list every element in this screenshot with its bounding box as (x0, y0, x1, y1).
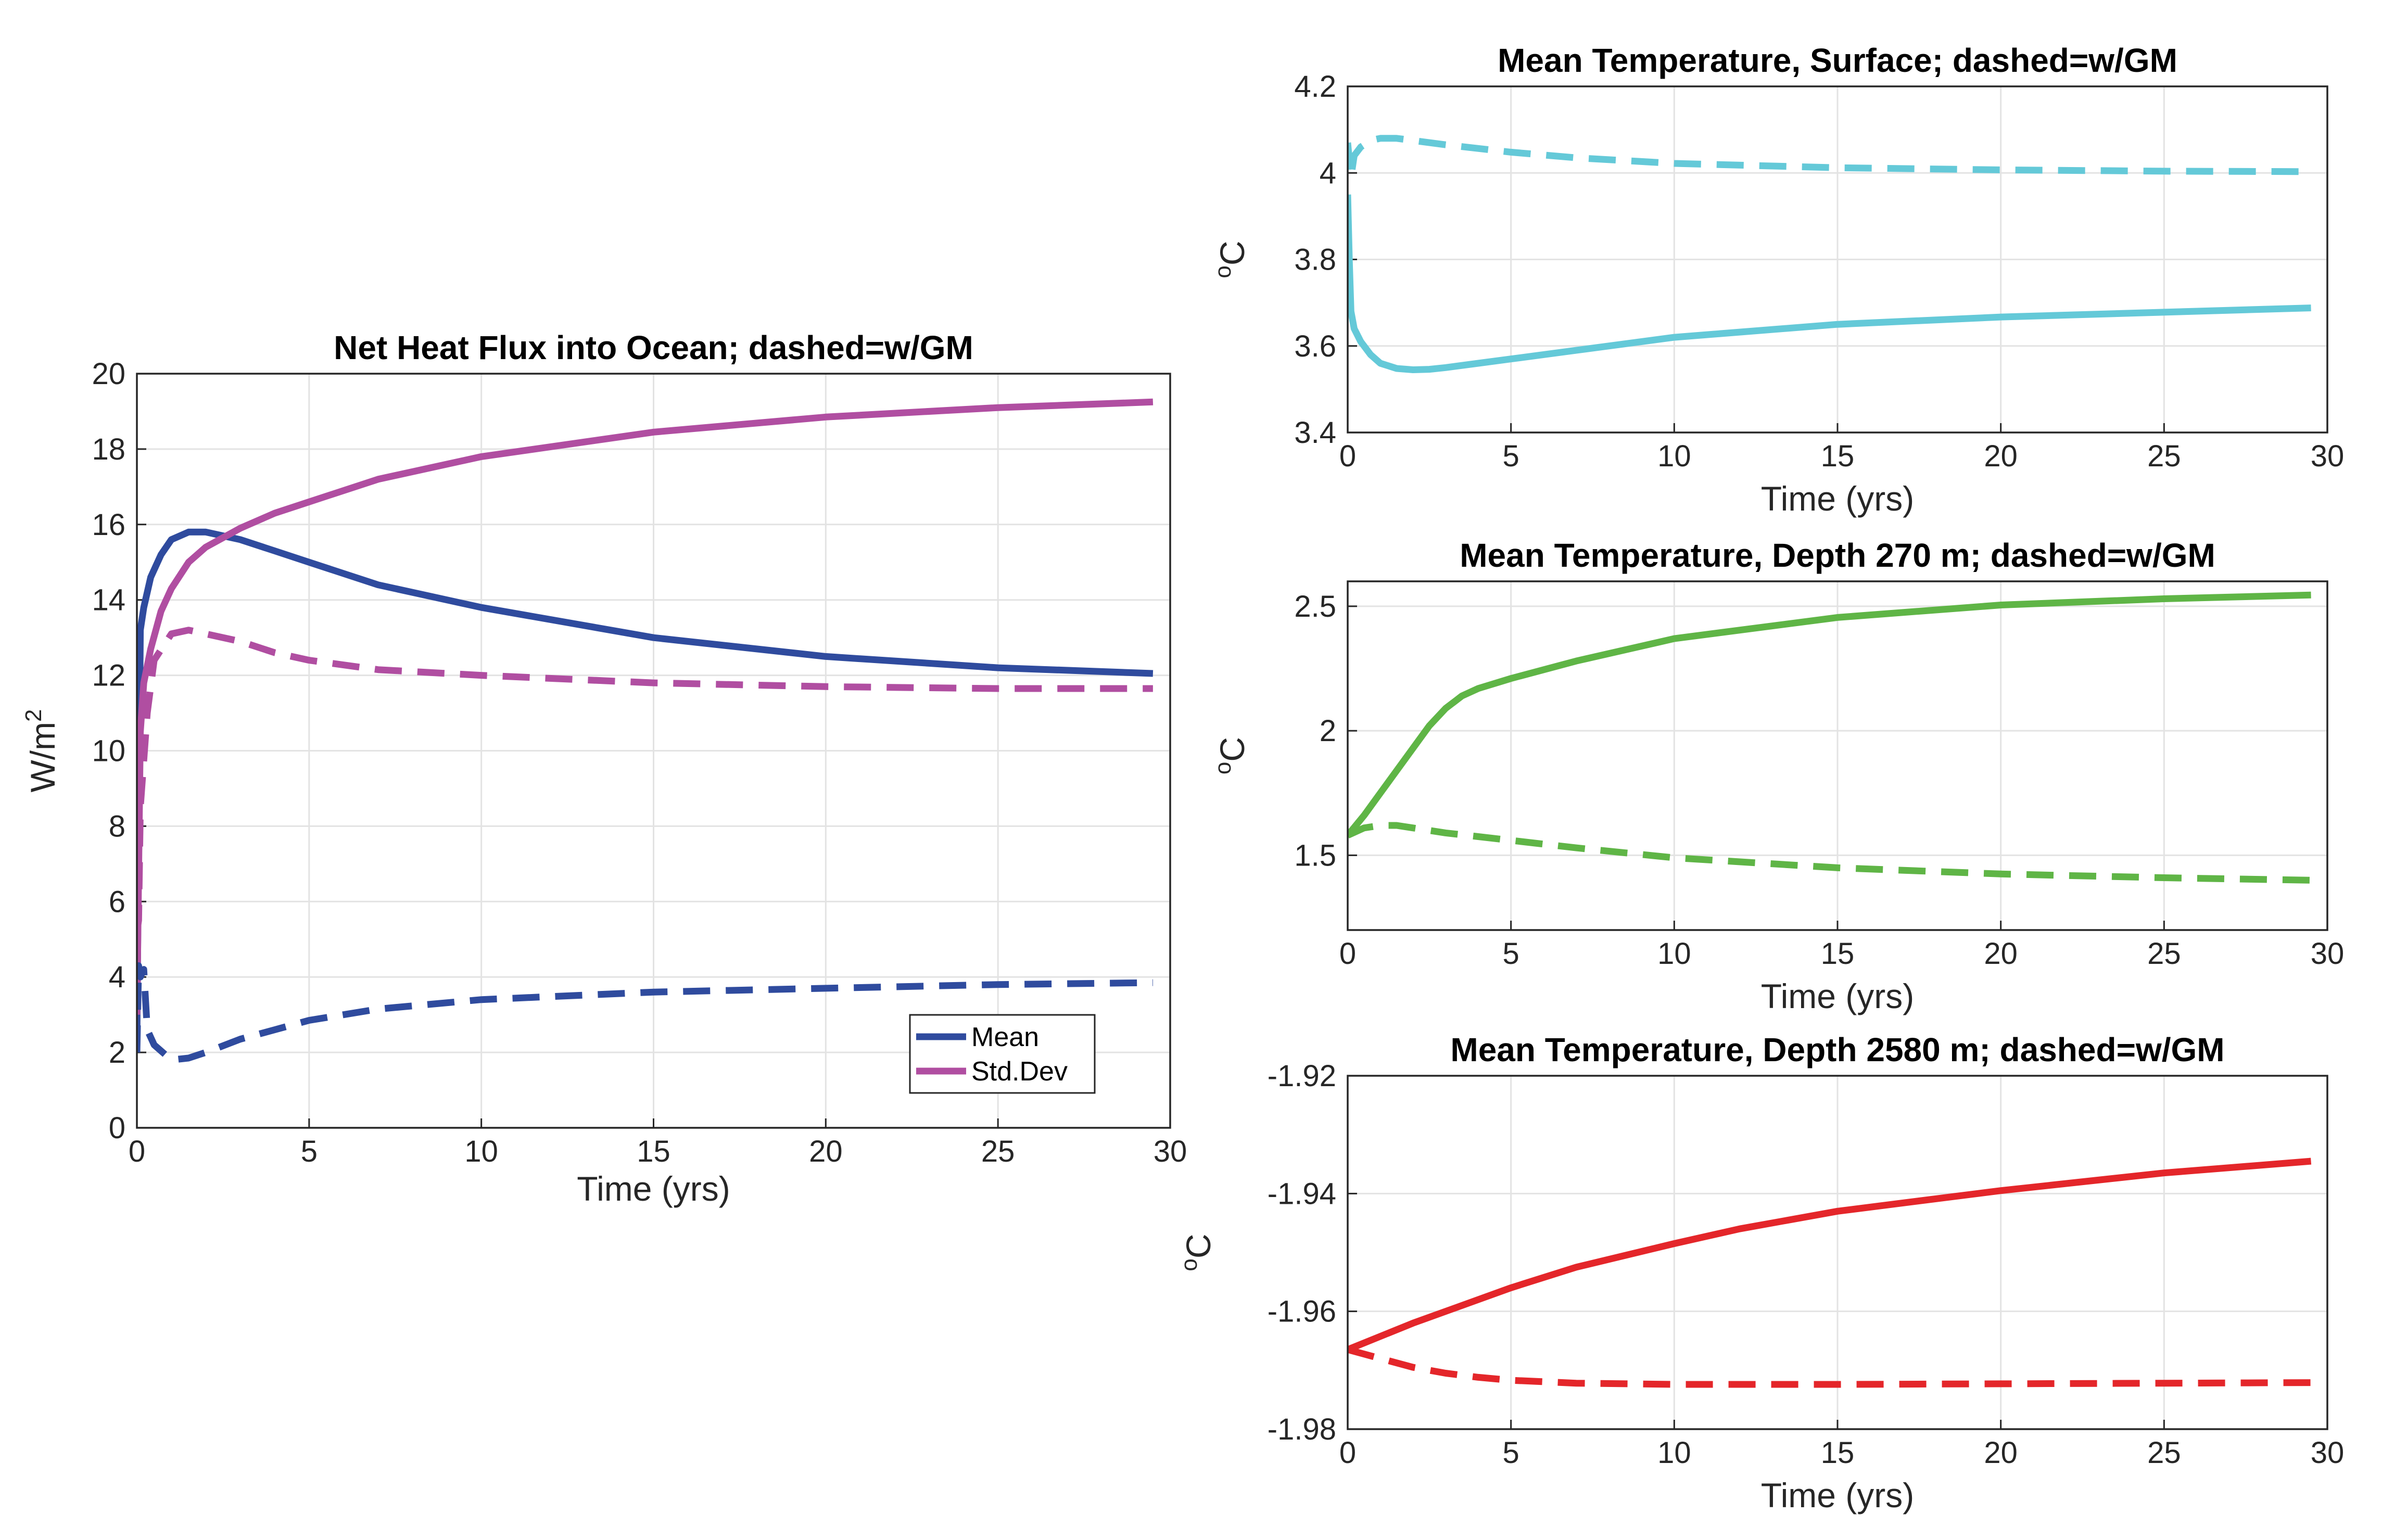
x-tick-label: 10 (1657, 439, 1691, 473)
chart-3: 0 5 10 15 20 25 30 1.5 2 2.5 Mean Temperature, Dep… (1210, 537, 2344, 1015)
series-dashed-line (1348, 822, 2311, 884)
x-tick-label: 30 (2311, 1436, 2345, 1470)
plot-frame (1347, 1075, 2328, 1430)
y-tick-label: -1.96 (1268, 1295, 1336, 1329)
y-tick-label: -1.94 (1268, 1177, 1336, 1211)
x-tick-label: 15 (1821, 1436, 1855, 1470)
x-tick-label: 0 (1339, 439, 1356, 473)
legend-box (909, 1014, 1096, 1094)
x-tick-label: 10 (464, 1135, 498, 1168)
x-tick-label: 0 (129, 1135, 145, 1168)
y-tick-label: 14 (92, 583, 125, 617)
y-axis-label: oC (1176, 1233, 1218, 1271)
mean-line (137, 528, 1154, 1041)
x-tick-label: 30 (2311, 439, 2345, 473)
y-tick-label: 4.2 (1294, 70, 1336, 104)
y-tick-label: -1.98 (1268, 1412, 1336, 1446)
y-tick-label: 4 (1320, 156, 1336, 190)
series-dashed-line (1348, 135, 2311, 181)
series-line (1348, 591, 2311, 838)
y-tick-label: 12 (92, 659, 125, 693)
chart-title: Mean Temperature, Depth 2580 m; dashed=w… (1450, 1031, 2224, 1068)
y-axis-label: oC (1210, 240, 1251, 278)
legend-label: Std.Dev (971, 1057, 1068, 1087)
x-tick-label: 15 (1821, 937, 1855, 971)
x-tick-label: 20 (1984, 1436, 2018, 1470)
x-tick-label: 20 (809, 1135, 843, 1168)
y-tick-label: 8 (109, 809, 125, 843)
y-tick-label: -1.92 (1268, 1059, 1336, 1093)
series-line (1348, 1157, 2312, 1353)
chart-1: 0 5 10 15 20 25 30 0 2 4 6 8 10 12 14 16 18 20 Net Heat Fl… (21, 329, 1187, 1208)
y-axis-label: oC (1210, 737, 1251, 774)
y-tick-label: 20 (92, 357, 125, 391)
chart-title: Mean Temperature, Surface; dashed=w/GM (1498, 42, 2177, 79)
y-tick-label: 0 (109, 1111, 125, 1145)
chart-title: Net Heat Flux into Ocean; dashed=w/GM (334, 329, 973, 366)
plot-frame (1347, 580, 2328, 931)
x-tick-label: 0 (1339, 937, 1356, 971)
series-dashed-line (137, 627, 1153, 933)
chart-4: 0 5 10 15 20 25 30 -1.98 -1.96 -1.94 -1.92 Mean Tem… (1176, 1031, 2344, 1514)
x-axis-label: Time (yrs) (577, 1169, 730, 1208)
y-tick-label: 3.8 (1294, 243, 1336, 277)
x-tick-label: 15 (1821, 439, 1855, 473)
x-tick-label: 15 (637, 1135, 670, 1168)
x-tick-label: 25 (2147, 1436, 2181, 1470)
x-tick-label: 20 (1984, 937, 2018, 971)
x-tick-label: 10 (1657, 937, 1691, 971)
y-tick-label: 2 (109, 1036, 125, 1070)
y-tick-label: 3.6 (1294, 329, 1336, 363)
x-tick-label: 5 (301, 1135, 318, 1168)
series-dashed-line (137, 962, 1153, 1064)
std-dev-line (137, 398, 1154, 1015)
y-tick-label: 3.4 (1294, 416, 1336, 450)
x-tick-label: 30 (2311, 937, 2345, 971)
x-tick-label: 25 (981, 1135, 1015, 1168)
x-tick-label: 25 (2147, 937, 2181, 971)
x-tick-label: 0 (1339, 1436, 1356, 1470)
x-tick-label: 5 (1503, 937, 1519, 971)
legend-label: Mean (971, 1022, 1039, 1052)
y-axis-label: W/m2 (21, 709, 62, 792)
x-tick-label: 30 (1154, 1135, 1187, 1168)
x-axis-label: Time (yrs) (1761, 1476, 1915, 1514)
plot-frame (1347, 85, 2328, 434)
x-tick-label: 5 (1503, 439, 1519, 473)
legend: Mean Std.Dev (909, 1014, 1096, 1094)
y-tick-label: 18 (92, 432, 125, 466)
x-tick-label: 20 (1984, 439, 2018, 473)
y-tick-label: 2.5 (1294, 590, 1336, 623)
y-tick-label: 1.5 (1294, 838, 1336, 872)
chart-2: 0 5 10 15 20 25 30 3.4 3.6 3.8 4 4.2 Mean Temperatur… (1210, 42, 2344, 518)
y-tick-label: 10 (92, 734, 125, 768)
y-tick-label: 2 (1320, 714, 1336, 748)
y-tick-label: 6 (109, 885, 125, 919)
plot-frame (136, 373, 1171, 1129)
x-tick-label: 10 (1657, 1436, 1691, 1470)
chart-title: Mean Temperature, Depth 270 m; dashed=w/… (1460, 537, 2215, 574)
x-tick-label: 25 (2147, 439, 2181, 473)
y-tick-label: 16 (92, 508, 125, 542)
x-axis-label: Time (yrs) (1761, 479, 1915, 518)
series-line (1348, 194, 2311, 373)
x-tick-label: 5 (1503, 1436, 1519, 1470)
x-axis-label: Time (yrs) (1761, 977, 1915, 1015)
y-tick-label: 4 (109, 960, 125, 994)
series-dashed-line (1348, 1346, 2311, 1388)
